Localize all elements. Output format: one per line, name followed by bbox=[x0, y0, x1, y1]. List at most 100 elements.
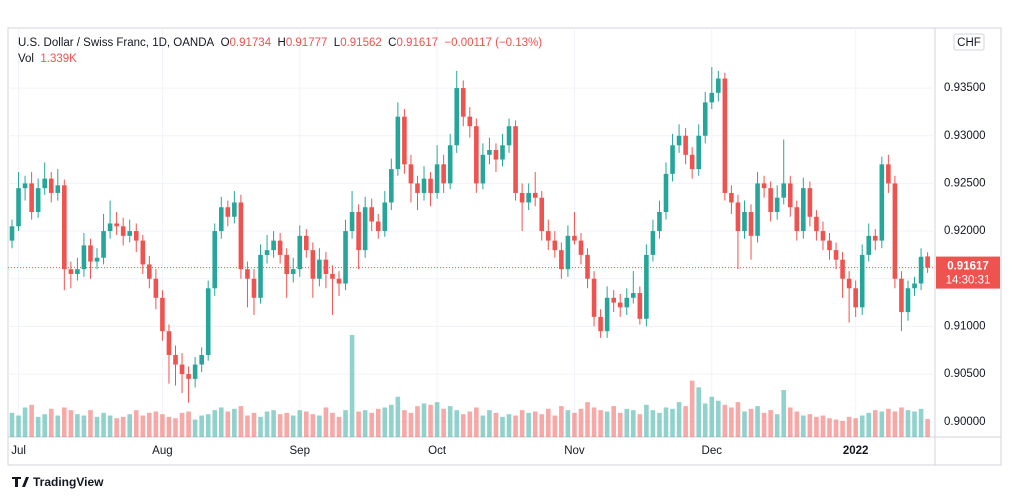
legend: U.S. Dollar / Swiss Franc, 1D, OANDA O0.… bbox=[18, 35, 542, 67]
volume-bar bbox=[493, 412, 499, 437]
volume-bar bbox=[755, 406, 760, 437]
candle-body bbox=[48, 178, 54, 193]
candle-body bbox=[75, 269, 80, 274]
candle-body bbox=[205, 288, 211, 356]
candle-body bbox=[552, 240, 558, 251]
volume-bar bbox=[500, 416, 505, 437]
volume-bar bbox=[441, 408, 446, 437]
candle-body bbox=[474, 126, 479, 184]
volume-bar bbox=[559, 406, 564, 437]
volume-bar bbox=[506, 414, 512, 437]
candle-body bbox=[493, 150, 499, 160]
candle-body bbox=[251, 278, 257, 298]
candle-body bbox=[644, 254, 649, 319]
volume-bar bbox=[179, 412, 185, 437]
candle-body bbox=[62, 185, 67, 270]
volume-bar bbox=[801, 415, 806, 437]
candle-body bbox=[55, 185, 61, 193]
candle-body bbox=[317, 259, 322, 279]
candle-body bbox=[487, 150, 492, 155]
volume-bar bbox=[480, 415, 486, 437]
volume-bar bbox=[591, 407, 597, 437]
candle-body bbox=[506, 126, 512, 146]
candle-body bbox=[415, 183, 420, 193]
candle-body bbox=[807, 188, 813, 217]
volume-bar bbox=[650, 410, 656, 437]
candle-body bbox=[801, 188, 806, 232]
volume-bar bbox=[402, 410, 407, 437]
candle-body bbox=[899, 278, 904, 313]
candle-body bbox=[676, 135, 682, 146]
o-value: 0.91734 bbox=[229, 37, 272, 49]
volume-bar bbox=[761, 412, 767, 437]
candle-body bbox=[245, 269, 250, 279]
candle-body bbox=[284, 254, 289, 274]
volume-bar bbox=[526, 412, 531, 437]
volume-bar bbox=[748, 408, 754, 437]
volume-bar bbox=[899, 407, 904, 437]
candle-body bbox=[833, 250, 839, 260]
volume-bar bbox=[585, 402, 590, 437]
volume-bar bbox=[827, 418, 832, 437]
candle-body bbox=[604, 297, 610, 332]
candle-body bbox=[650, 231, 656, 255]
countdown-label: 14:30:31 bbox=[946, 275, 991, 287]
volume-bar bbox=[774, 414, 780, 437]
candle-body bbox=[742, 212, 747, 232]
volume-bar bbox=[702, 403, 708, 437]
candle-body bbox=[127, 231, 133, 236]
symbol: U.S. Dollar / Swiss Franc, 1D, OANDA bbox=[18, 37, 215, 49]
volume-bar bbox=[892, 411, 898, 437]
volume-bar bbox=[833, 419, 839, 437]
candle-body bbox=[160, 297, 165, 332]
volume-bar bbox=[192, 419, 198, 437]
candle-body bbox=[735, 202, 741, 232]
volume-bar bbox=[617, 412, 623, 437]
x-tick-label: Nov bbox=[564, 445, 585, 457]
volume-bar bbox=[35, 416, 41, 437]
candle-body bbox=[258, 254, 263, 298]
volume-bar bbox=[716, 400, 721, 437]
candle-body bbox=[500, 145, 505, 160]
ohlc-row: U.S. Dollar / Swiss Franc, 1D, OANDA O0.… bbox=[18, 35, 542, 51]
volume-bar bbox=[487, 410, 492, 437]
volume-bar bbox=[565, 410, 571, 437]
volume-bar bbox=[375, 408, 381, 437]
h-value: 0.91777 bbox=[285, 37, 328, 49]
candle-body bbox=[238, 202, 244, 270]
volume-bar bbox=[631, 410, 636, 437]
volume-bar bbox=[689, 380, 695, 437]
candle-body bbox=[696, 135, 701, 170]
volume-bar bbox=[336, 416, 342, 437]
last-price-label: 0.91617 bbox=[947, 261, 989, 273]
candle-body bbox=[794, 207, 800, 232]
brand-logo[interactable] bbox=[12, 477, 29, 487]
candle-body bbox=[362, 207, 368, 251]
volume-bar bbox=[866, 412, 872, 437]
volume-bar bbox=[395, 396, 401, 437]
volume-bar bbox=[539, 414, 545, 437]
volume-bar bbox=[199, 415, 204, 437]
vol-value: 1.339K bbox=[40, 53, 77, 65]
volume-bar bbox=[133, 410, 139, 437]
candle-body bbox=[513, 126, 518, 193]
volume-bar bbox=[94, 416, 100, 437]
candle-body bbox=[755, 183, 760, 236]
candle-body bbox=[212, 231, 218, 289]
candle-body bbox=[578, 240, 584, 255]
candle-body bbox=[297, 235, 303, 270]
volume-bar bbox=[304, 411, 309, 437]
c-value: 0.91617 bbox=[396, 37, 439, 49]
candle-body bbox=[107, 223, 113, 232]
candle-body bbox=[585, 254, 590, 279]
candle-body bbox=[709, 92, 715, 103]
volume-bar bbox=[657, 412, 662, 437]
candle-body bbox=[716, 78, 721, 93]
candle-body bbox=[434, 164, 440, 193]
volume-bar bbox=[389, 404, 394, 437]
x-tick-label: Dec bbox=[702, 445, 723, 457]
candle-body bbox=[781, 183, 787, 198]
currency-badge[interactable] bbox=[953, 33, 985, 51]
candle-body bbox=[147, 264, 152, 279]
volume-bar bbox=[284, 412, 289, 437]
